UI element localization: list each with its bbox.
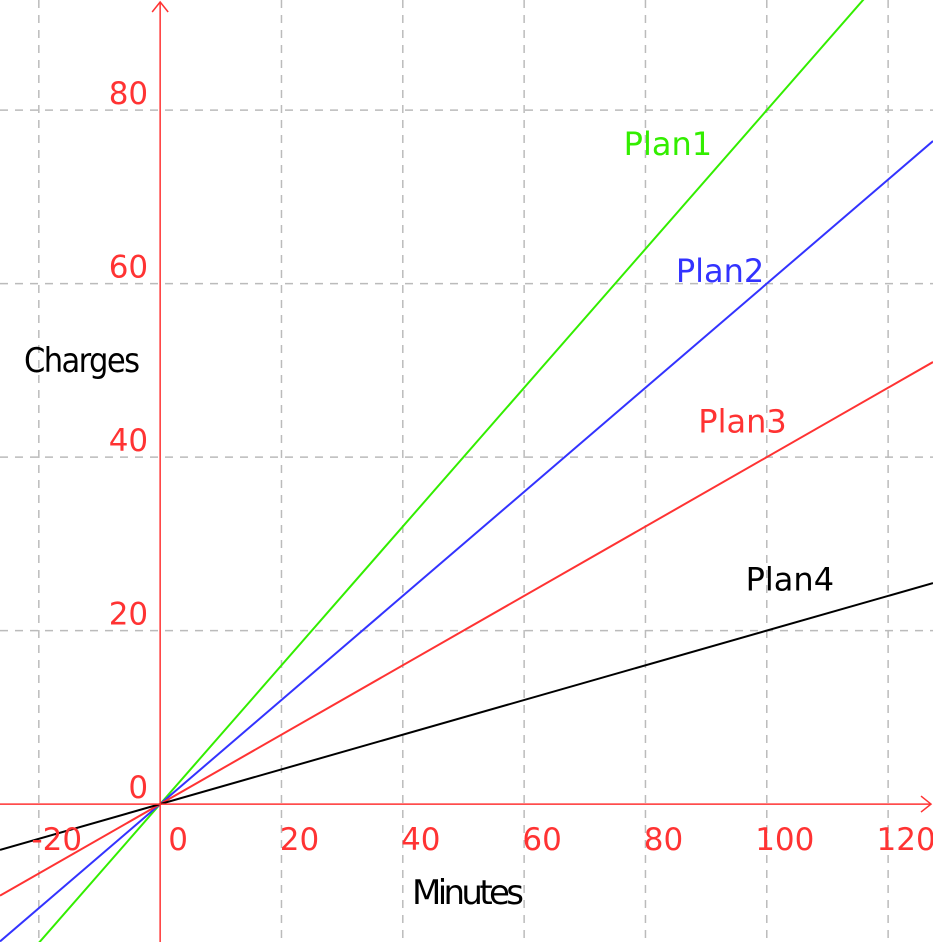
y-tick-label: 60 xyxy=(109,250,148,286)
y-tick-label: 80 xyxy=(109,76,148,112)
y-tick-label: 40 xyxy=(109,423,148,459)
series-label-plan4: Plan4 xyxy=(746,561,834,599)
y-axis-arrow-icon xyxy=(151,0,169,13)
series-line-plan4 xyxy=(0,582,933,851)
series-label-plan3: Plan3 xyxy=(698,403,786,441)
series-line-plan2 xyxy=(0,140,933,942)
tick-labels: -20 0 20 40 60 80 100 120 0 20 40 60 80 xyxy=(32,76,933,858)
x-tick-label: -20 xyxy=(32,822,83,858)
series-label-plan1: Plan1 xyxy=(624,125,712,163)
y-tick-label: 20 xyxy=(109,597,148,633)
x-tick-label: 100 xyxy=(755,822,814,858)
y-tick-label: 0 xyxy=(128,770,148,806)
series-label-plan2: Plan2 xyxy=(676,252,764,290)
series-labels: Plan1 Plan2 Plan3 Plan4 xyxy=(624,125,834,598)
series-line-plan3 xyxy=(0,361,933,897)
x-tick-label: 60 xyxy=(522,822,561,858)
x-tick-label: 20 xyxy=(280,822,319,858)
x-tick-label: 0 xyxy=(168,822,188,858)
x-axis-arrow-icon xyxy=(920,795,933,813)
y-axis-title: Charges xyxy=(24,341,140,381)
x-tick-label: 40 xyxy=(401,822,440,858)
x-tick-label: 80 xyxy=(644,822,683,858)
x-tick-label: 120 xyxy=(877,822,933,858)
x-axis-title: Minutes xyxy=(412,873,524,913)
